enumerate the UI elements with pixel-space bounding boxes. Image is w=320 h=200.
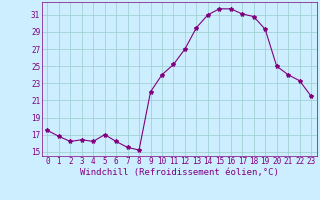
X-axis label: Windchill (Refroidissement éolien,°C): Windchill (Refroidissement éolien,°C) (80, 168, 279, 177)
